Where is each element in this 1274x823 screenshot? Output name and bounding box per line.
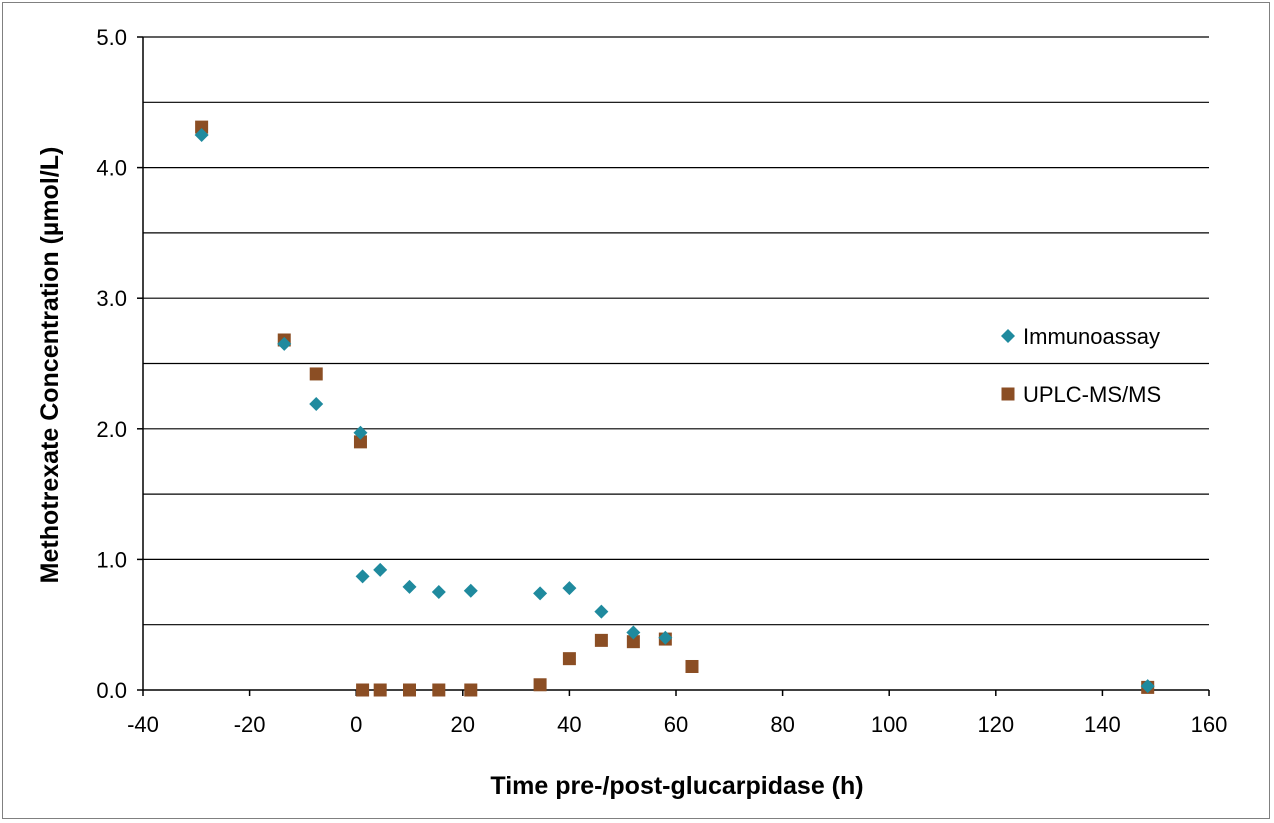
- uplc-msms-point: [594, 633, 608, 647]
- uplc-msms-point: [626, 635, 640, 649]
- immunoassay-point: [594, 604, 609, 619]
- x-tick-label: -20: [234, 712, 266, 737]
- x-tick-label: 60: [664, 712, 688, 737]
- x-axis-title: Time pre-/post-glucarpidase (h): [490, 772, 863, 800]
- axes: [137, 36, 1210, 696]
- legend-square-icon: [1001, 387, 1015, 401]
- uplc-msms-point: [533, 678, 547, 692]
- x-tick-label: 140: [1084, 712, 1121, 737]
- uplc-msms-point: [685, 659, 699, 673]
- immunoassay-point: [533, 586, 548, 601]
- data-points: [194, 120, 1155, 697]
- immunoassay-point: [373, 562, 388, 577]
- immunoassay-point: [463, 583, 478, 598]
- immunoassay-point: [562, 581, 577, 596]
- uplc-msms-point: [464, 683, 478, 697]
- legend-label: Immunoassay: [1023, 324, 1160, 349]
- y-axis-title: Methotrexate Concentration (µmol/L): [36, 147, 64, 584]
- gridlines: [143, 36, 1209, 626]
- uplc-msms-point: [356, 683, 370, 697]
- legend-label: UPLC-MS/MS: [1023, 382, 1161, 407]
- y-tick-label: 3.0: [96, 286, 127, 311]
- y-tick-label: 2.0: [96, 417, 127, 442]
- immunoassay-point: [277, 336, 292, 351]
- uplc-msms-point: [195, 120, 209, 134]
- tick-labels: -40 -20 0 20 40 60 80 100 120 140 160 0.0 1.0 2.0 3.0 4…: [96, 25, 1227, 737]
- uplc-msms-point: [403, 683, 416, 697]
- x-tick-label: 120: [977, 712, 1014, 737]
- immunoassay-point: [1140, 679, 1155, 694]
- x-tick-label: 160: [1191, 712, 1228, 737]
- x-tick-label: 20: [451, 712, 475, 737]
- immunoassay-point: [431, 585, 446, 600]
- uplc-msms-point: [432, 683, 446, 697]
- legend: Immunoassay UPLC-MS/MS: [1001, 324, 1161, 407]
- legend-diamond-icon: [1001, 329, 1015, 343]
- y-tick-label: 4.0: [96, 156, 127, 181]
- y-tick-label: 5.0: [96, 25, 127, 50]
- y-tick-label: 0.0: [96, 678, 127, 703]
- immunoassay-point: [309, 396, 324, 411]
- uplc-msms-point: [353, 435, 367, 449]
- x-tick-label: -40: [127, 712, 159, 737]
- immunoassay-point: [402, 579, 417, 594]
- y-tick-label: 1.0: [96, 547, 127, 572]
- immunoassay-point: [355, 569, 370, 584]
- uplc-msms-point: [562, 652, 576, 666]
- x-tick-label: 0: [350, 712, 362, 737]
- x-tick-label: 100: [871, 712, 908, 737]
- uplc-msms-point: [373, 683, 387, 697]
- x-tick-label: 40: [557, 712, 581, 737]
- uplc-msms-point: [309, 367, 323, 381]
- immunoassay-point: [353, 425, 368, 440]
- immunoassay-point: [658, 630, 673, 645]
- x-tick-label: 80: [770, 712, 794, 737]
- immunoassay-point: [626, 625, 641, 640]
- immunoassay-point: [194, 127, 209, 142]
